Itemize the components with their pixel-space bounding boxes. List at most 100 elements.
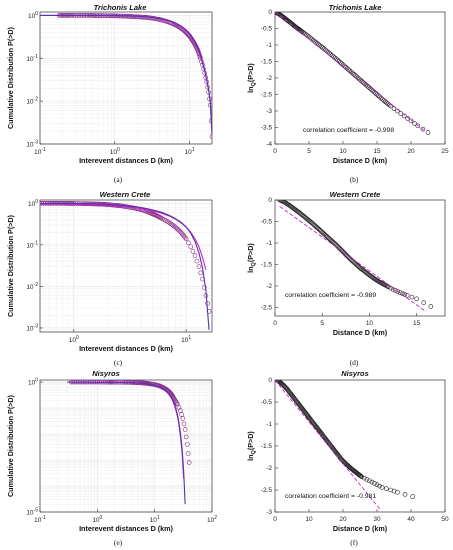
data-point [180,416,186,421]
data-point [182,235,188,240]
y-tick-label: -2 [266,75,272,82]
series-line [275,12,425,132]
x-tick-label: 10-1 [34,147,46,156]
data-point [414,296,419,302]
data-point [404,293,410,298]
data-point [373,91,378,96]
y-tick-label: -4 [266,141,272,148]
data-point [412,121,417,126]
x-axis-label: Distance D (km) [333,156,388,165]
y-tick-label: -1.5 [261,443,273,450]
data-point [183,236,189,242]
data-point [395,489,400,495]
y-tick-label: -3 [266,509,272,516]
axes-frame-d [274,199,446,317]
x-tick-label: 100 [110,147,120,156]
y-tick-label: -2.5 [261,487,273,494]
x-tick-label: 101 [181,335,191,344]
data-point [362,81,368,87]
y-tick-label: -3.5 [261,125,273,132]
y-tick-label: -1.5 [261,262,273,269]
data-point [192,253,198,258]
data-point [359,474,365,480]
panel-caption: (c) [114,358,123,367]
data-point [372,481,377,486]
data-point [410,494,416,499]
data-point [393,288,398,293]
y-tick-label: 100 [28,199,38,208]
series-group-c [40,200,212,330]
x-tick-label: 0 [273,320,277,327]
panel-title: Western Crete [100,190,151,199]
data-point [209,134,212,139]
data-point [354,74,359,79]
y-tick-label: 10-3 [26,323,38,332]
data-point [194,258,200,264]
x-axis-label: Distance D (km) [333,524,388,533]
x-axis-label: Interevent distances D (km) [79,344,173,353]
data-point [409,294,415,300]
grid-c [39,200,212,333]
data-point [351,72,357,77]
panel-title: Nisyros [341,369,369,378]
data-point [400,291,405,296]
x-tick-label: 0 [273,148,277,155]
y-tick-label: -1 [266,421,272,428]
y-tick-label: -2.5 [261,305,273,312]
y-axis-label: lnQ(P>D) [246,431,257,461]
data-point [184,442,190,447]
plot-area-f [275,380,445,512]
series-group-a [40,13,212,139]
data-point [350,70,355,76]
data-point [358,77,363,83]
series-group-d [277,200,434,313]
data-point [174,400,180,406]
data-point [201,285,207,290]
axes-frame-a [39,11,213,145]
series-group-b [275,12,431,135]
data-point [420,126,426,132]
y-tick-label: 0 [268,197,272,204]
x-tick-label: 100 [69,335,79,344]
panel-caption: (d) [350,358,359,367]
x-tick-label: 20 [339,516,347,523]
data-point [402,492,408,497]
data-point [377,483,382,489]
panel-caption: (e) [114,538,123,547]
y-tick-label: -1.5 [261,59,273,66]
data-point [185,451,191,456]
y-tick-label: -2 [266,465,272,472]
data-point [361,475,367,481]
data-point [366,85,372,90]
x-tick-label: 100 [92,515,102,524]
y-axis-label: Cumulative Distribution P(>D) [6,214,15,317]
data-point [358,473,363,479]
data-point [397,290,403,295]
x-tick-label: 10 [305,516,313,523]
panel-c: 100 101 10-3 10-2 10-1 100 Western Crete Intere… [6,190,213,367]
data-point [395,289,401,294]
data-point [158,215,163,220]
y-tick-label: 10-3 [26,140,38,149]
y-axis-label: lnQ(P>D) [246,243,257,273]
x-tick-label: 5 [320,320,324,327]
y-tick-label: -1 [266,240,272,247]
data-point [367,86,373,91]
data-point [388,487,393,493]
panel-caption: (f) [350,538,358,547]
data-point [309,36,315,42]
x-tick-label: 15 [373,148,381,155]
y-tick-label: 10-2 [26,97,38,106]
data-point [384,486,389,491]
x-tick-label: 25 [441,148,449,155]
data-point [359,79,365,84]
data-point [361,80,366,85]
x-tick-label: 101 [184,147,194,156]
y-tick-label: 100 [28,11,38,20]
data-point [188,244,194,250]
y-tick-label: -1 [266,42,272,49]
x-tick-label: 20 [407,148,415,155]
data-point [182,427,188,432]
correlation-annotation: correlation coefficient = -0.981 [285,493,376,500]
